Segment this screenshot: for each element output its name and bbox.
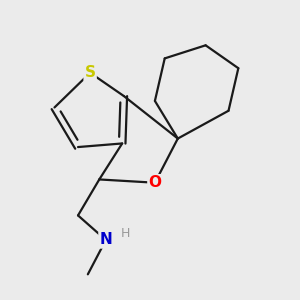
Text: N: N — [100, 232, 112, 247]
Text: S: S — [85, 65, 96, 80]
Text: H: H — [121, 227, 130, 240]
Text: O: O — [148, 175, 161, 190]
